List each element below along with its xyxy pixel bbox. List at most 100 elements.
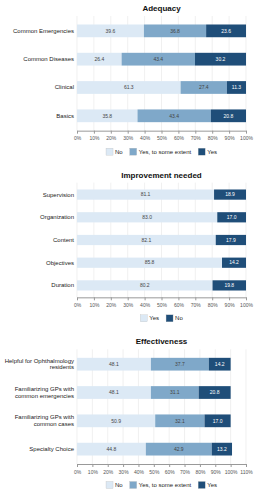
bar — [216, 235, 246, 245]
tick-label: Familiarizing GPs withcommon emergencies — [15, 386, 74, 399]
bars — [77, 24, 246, 122]
tick-label: 0% — [74, 469, 82, 475]
legend-item: No — [106, 148, 123, 155]
data-label: 19.8 — [224, 282, 234, 288]
data-label: 18.9 — [225, 191, 235, 197]
tick-label-line: Helpful for Ophthalmology — [5, 358, 74, 364]
legend-label: Yes — [149, 315, 159, 321]
tick-label: 50% — [149, 469, 160, 475]
grid-line — [246, 349, 247, 464]
data-label: 48.1 — [109, 361, 119, 367]
tick-mark — [178, 131, 179, 134]
legend-swatch — [106, 482, 113, 489]
tick-label-line: Specialty Choice — [29, 446, 74, 452]
tick-label: 10% — [88, 469, 99, 475]
legend-swatch — [106, 148, 113, 155]
tick-label-line: Duration — [51, 282, 74, 288]
bar — [77, 53, 122, 66]
bar — [151, 358, 209, 371]
y-axis: Specialty Choice Familiarizing GPs withco… — [5, 358, 75, 452]
bar — [206, 24, 246, 37]
tick: Content — [53, 237, 74, 243]
legend-label: Yes, to some extent — [139, 149, 192, 155]
tick: 90% — [225, 131, 236, 142]
tick-label-line: Familiarizing GPs with — [15, 386, 74, 392]
data-label: 37.7 — [175, 361, 185, 367]
tick: 20% — [106, 131, 117, 142]
tick: Helpful for Ophthalmologyresidents — [5, 358, 74, 371]
tick: 90% — [225, 297, 236, 308]
legend: NoYes, to some extentYes — [106, 482, 217, 489]
tick: 20% — [103, 464, 114, 475]
tick-mark — [229, 131, 230, 134]
series — [199, 358, 232, 456]
tick: 110% — [240, 464, 253, 475]
tick-label-line: Organization — [40, 214, 74, 220]
tick: 50% — [149, 464, 160, 475]
tick-mark — [178, 297, 179, 300]
series — [195, 24, 246, 122]
tick-label: 90% — [211, 469, 222, 475]
tick: 70% — [191, 131, 202, 142]
data-label: 80.2 — [140, 282, 150, 288]
tick-label: 80% — [195, 469, 206, 475]
data-label: 20.8 — [210, 389, 220, 395]
tick-label: 40% — [140, 135, 151, 141]
tick-label: 90% — [225, 135, 236, 141]
tick-mark — [246, 464, 247, 467]
bars — [77, 358, 232, 456]
tick: 40% — [140, 131, 151, 142]
bar — [199, 386, 231, 399]
bar — [151, 386, 199, 399]
chart-svg: 35.861.326.439.643.427.443.436.820.811.3… — [0, 0, 258, 500]
tick: Common Diseases — [23, 56, 74, 62]
bar — [138, 109, 211, 122]
bar — [155, 414, 204, 427]
axis-line — [78, 464, 247, 465]
data-label: 26.4 — [94, 56, 104, 62]
tick: Objectives — [46, 260, 74, 266]
data-label: 85.8 — [145, 259, 155, 265]
bar — [212, 443, 232, 456]
tick-mark — [212, 297, 213, 300]
y-axis: BasicsClinicalCommon DiseasesCommon Emer… — [13, 28, 74, 119]
legend-label: No — [175, 315, 183, 321]
tick-label: 100% — [225, 469, 238, 475]
data-label: 30.2 — [216, 56, 226, 62]
tick-mark — [169, 464, 170, 467]
tick: 30% — [123, 297, 134, 308]
tick-mark — [200, 464, 201, 467]
tick: 60% — [174, 131, 185, 142]
panel: 35.861.326.439.643.427.443.436.820.811.3… — [13, 4, 253, 155]
tick-label: 60% — [165, 469, 176, 475]
tick: 80% — [208, 131, 219, 142]
tick: 70% — [191, 297, 202, 308]
tick: 80% — [208, 297, 219, 308]
bar — [211, 109, 246, 122]
tick-label: Objectives — [46, 260, 74, 266]
tick-mark — [185, 464, 186, 467]
tick-label-line: Objectives — [46, 260, 74, 266]
tick-mark — [145, 297, 146, 300]
data-label: 39.6 — [106, 28, 116, 34]
legend-item: Yes, to some extent — [130, 148, 192, 155]
bar — [77, 109, 138, 122]
data-label: 42.9 — [174, 446, 184, 452]
data-label: 50.9 — [111, 418, 121, 424]
tick-label: Duration — [51, 282, 74, 288]
data-label: 20.8 — [224, 113, 234, 119]
tick-mark — [111, 297, 112, 300]
tick-label: Basics — [56, 113, 74, 119]
panel: 80.285.882.183.081.119.814.217.917.018.9… — [40, 171, 253, 322]
tick-label: 30% — [123, 302, 134, 308]
tick-label-line: Common Diseases — [23, 56, 74, 62]
bar — [77, 414, 155, 427]
data-labels: 35.861.326.439.643.427.443.436.820.811.3… — [94, 28, 241, 119]
tick-label: 70% — [191, 302, 202, 308]
tick-mark — [246, 297, 247, 300]
legend-item: Yes, to some extent — [130, 482, 192, 489]
legend-swatch — [130, 482, 137, 489]
tick-mark — [138, 464, 139, 467]
x-axis: 0%10%20%30%40%50%60%70%80%90%100% — [74, 297, 254, 308]
x-axis: 0%10%20%30%40%50%60%70%80%90%100% — [74, 131, 254, 142]
